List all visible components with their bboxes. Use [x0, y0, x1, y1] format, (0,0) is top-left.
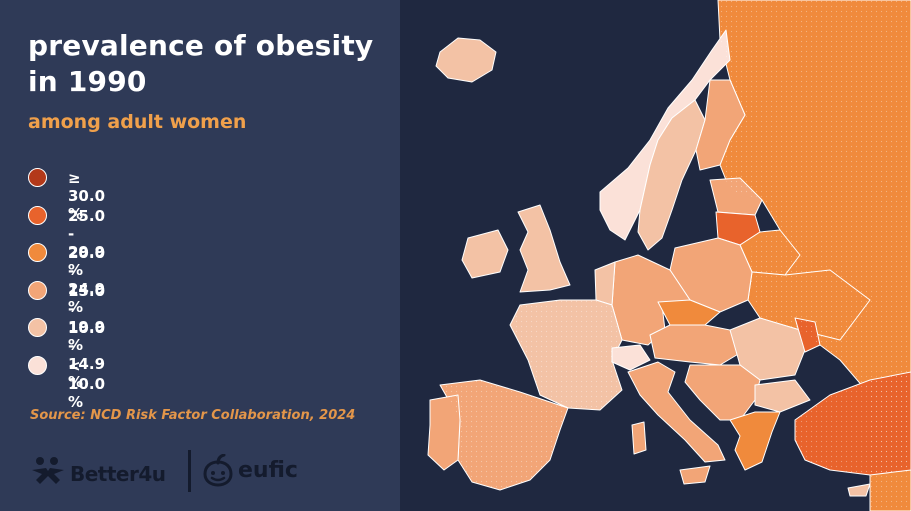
map-canvas: [400, 0, 911, 511]
page-title: prevalence of obesity in 1990: [28, 28, 373, 100]
region-ireland: [461, 229, 509, 279]
map-texture: [440, 0, 911, 511]
legend-label-25-29: 25.0 - 29.9 %: [68, 206, 106, 279]
region-iceland: [435, 37, 497, 83]
source-note: Source: NCD Risk Factor Collaboration, 2…: [30, 408, 356, 423]
region-greece: [729, 411, 781, 471]
region-czechia: [657, 299, 721, 326]
legend-swatch-under-10: [28, 355, 47, 375]
legend-swatch-15-19: [28, 280, 47, 300]
subtitle: among adult women: [28, 111, 247, 133]
legend-label-15-19: 15.0 - 19.9 %: [68, 281, 106, 354]
legend-swatch-25-29: [28, 205, 47, 225]
region-bulgaria: [754, 379, 811, 413]
legend-label-30-plus: ≥ 30.0 %: [68, 169, 106, 223]
legend-label-10-14: 10.0 - 14.9 %: [68, 319, 106, 391]
legend-label-20-24: 20.0 - 24.9 %: [68, 244, 106, 316]
europe-choropleth-map: [400, 0, 911, 511]
region-benelux: [594, 261, 616, 306]
region-balkans: [684, 364, 761, 421]
region-uk: [517, 204, 571, 293]
region-italy: [627, 361, 726, 463]
region-sardinia: [631, 421, 647, 455]
title-line-1: prevalence of obesity: [28, 29, 374, 62]
legend-swatch-20-24: [28, 243, 47, 262]
eufic-mark-icon: [203, 453, 233, 487]
legend-swatch-30-plus: [28, 168, 47, 187]
better4u-mark-icon: [32, 457, 64, 484]
legend-label-under-10: < 10.0 %: [68, 356, 106, 411]
better4u-logo: Better4u: [30, 456, 180, 486]
info-panel: prevalence of obesity in 1990 among adult…: [0, 0, 400, 511]
region-cyprus: [847, 483, 871, 497]
title-line-2: in 1990: [28, 65, 147, 98]
better4u-wordmark: Better4u: [70, 462, 166, 486]
logo-divider: [188, 450, 191, 492]
region-norway: [599, 29, 731, 241]
region-sicily: [679, 465, 711, 485]
eufic-wordmark: eufic: [238, 458, 298, 483]
eufic-logo: eufic: [202, 453, 312, 488]
legend-swatch-10-14: [28, 318, 47, 337]
